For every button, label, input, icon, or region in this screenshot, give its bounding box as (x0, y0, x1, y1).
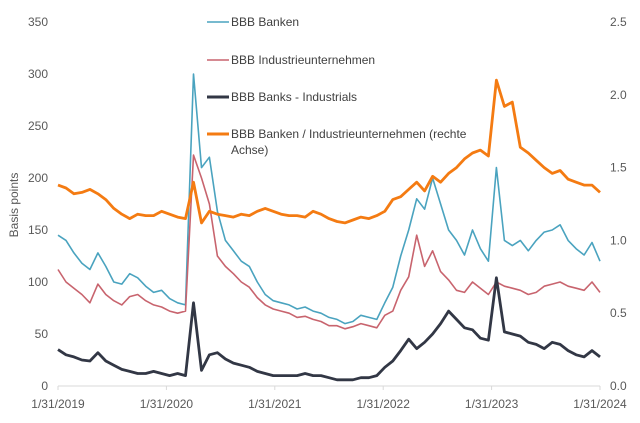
legend-label: BBB Banks - Industrials (231, 90, 357, 104)
x-tick-label: 1/31/2024 (573, 397, 627, 411)
y-axis-title: Basis points (7, 173, 21, 238)
y-tick-label: 200 (28, 171, 48, 185)
y-axis-left: 0 50 100 150 200 250 300 350 (28, 15, 48, 393)
series-line-3 (57, 78, 601, 225)
legend-label: BBB Industrieunternehmen (231, 53, 375, 67)
series-line-0 (57, 73, 601, 325)
series-line-2 (57, 276, 601, 382)
y2-tick-label: 2.0 (610, 88, 627, 102)
x-tick-label: 1/31/2020 (140, 397, 194, 411)
y-tick-label: 350 (28, 15, 48, 29)
legend-label: BBB Banken / Industrieunternehmen (recht… (231, 127, 467, 157)
y2-tick-label: 0.0 (610, 379, 627, 393)
y2-tick-label: 1.0 (610, 233, 627, 247)
y2-tick-label: 1.5 (610, 161, 627, 175)
x-tick-label: 1/31/2019 (31, 397, 85, 411)
y-tick-label: 50 (35, 327, 49, 341)
x-tick-label: 1/31/2021 (248, 397, 302, 411)
series-layer (57, 73, 601, 382)
y-axis-right: 0.0 0.5 1.0 1.5 2.0 2.5 (610, 15, 627, 393)
y-tick-label: 250 (28, 119, 48, 133)
x-tick-label: 1/31/2023 (465, 397, 519, 411)
y2-tick-label: 0.5 (610, 306, 627, 320)
x-tick-label: 1/31/2022 (357, 397, 411, 411)
x-axis-ticks: 1/31/2019 1/31/2020 1/31/2021 1/31/2022 1/31… (31, 386, 627, 411)
y-tick-label: 150 (28, 223, 48, 237)
legend-label: BBB Banken (231, 15, 299, 29)
series-line-1 (57, 154, 601, 330)
y-tick-label: 100 (28, 275, 48, 289)
y2-tick-label: 2.5 (610, 15, 627, 29)
y-tick-label: 0 (41, 379, 48, 393)
legend: BBB Banken BBB Industrieunternehmen BBB Ba… (207, 15, 467, 157)
y-tick-label: 300 (28, 67, 48, 81)
